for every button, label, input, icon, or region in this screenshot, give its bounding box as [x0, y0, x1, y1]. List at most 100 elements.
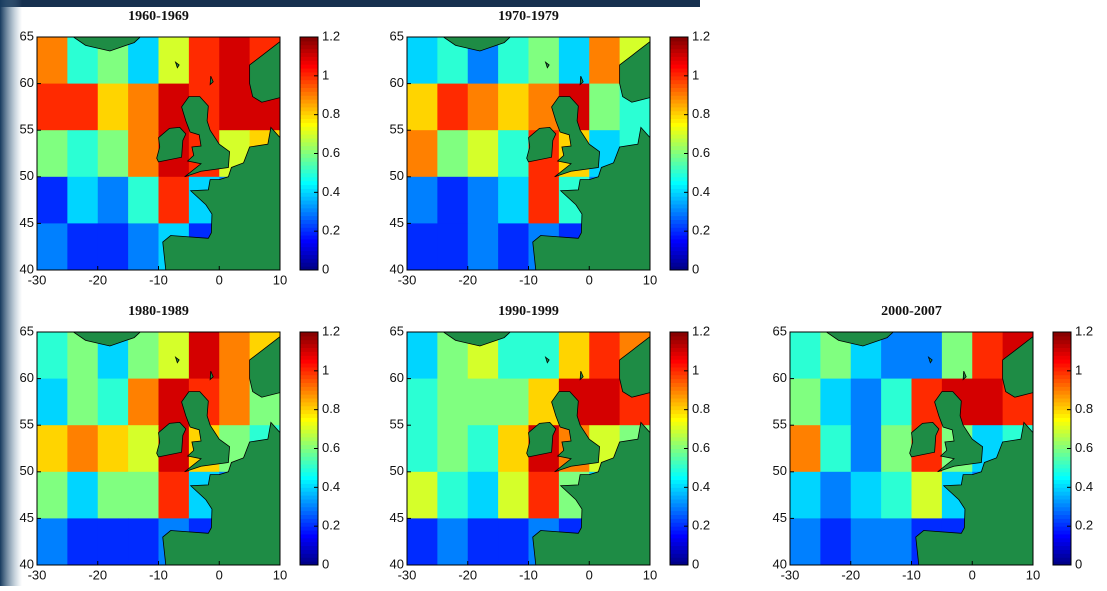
colorbar-step: [1053, 429, 1071, 434]
y-tick-label: 55: [390, 417, 404, 432]
colorbar-step: [300, 44, 318, 50]
colorbar-tick-label: 0.4: [692, 184, 710, 199]
colorbar-step: [1053, 557, 1071, 562]
y-tick-label: 50: [20, 463, 34, 478]
heat-cell: [467, 176, 499, 224]
heat-cell: [528, 332, 560, 380]
y-tick-label: 60: [390, 75, 404, 90]
colorbar-step: [670, 110, 688, 116]
colorbar-tick-label: 1.2: [1075, 323, 1093, 338]
colorbar-step: [670, 448, 688, 453]
heat-cell: [37, 332, 68, 380]
colorbar-step: [300, 137, 318, 143]
colorbar-step: [1053, 526, 1071, 531]
colorbar-step: [670, 332, 688, 337]
heat-cell: [437, 176, 469, 224]
colorbar-step: [670, 390, 688, 395]
heat-cell: [881, 378, 912, 426]
colorbar-step: [1053, 452, 1071, 457]
x-tick-label: 0: [969, 567, 976, 582]
colorbar-step: [300, 436, 318, 442]
land: [825, 332, 894, 347]
colorbar-step: [300, 106, 318, 112]
heat-cell: [219, 378, 251, 426]
colorbar-tick-label: 0.2: [692, 518, 710, 533]
colorbar-step: [670, 122, 688, 127]
colorbar-step: [670, 56, 688, 61]
colorbar-step: [300, 91, 318, 96]
colorbar-step: [670, 553, 688, 558]
colorbar-step: [300, 502, 318, 508]
map-title: 1980-1989: [128, 304, 189, 319]
x-tick-label: 0: [216, 567, 223, 582]
colorbar-step: [300, 522, 318, 527]
map-title: 2000-2007: [881, 304, 942, 319]
y-tick-label: 45: [390, 215, 404, 230]
colorbar-step: [1053, 456, 1071, 461]
colorbar-step: [670, 130, 688, 135]
slide-edge: [0, 0, 22, 586]
colorbar-step: [1053, 405, 1071, 411]
colorbar-step: [670, 429, 688, 434]
land: [249, 336, 280, 398]
colorbar-step: [670, 211, 688, 217]
colorbar-step: [670, 479, 688, 484]
y-tick-label: 50: [20, 168, 34, 183]
map-body: [37, 37, 280, 270]
heat-cell: [972, 378, 1004, 426]
colorbar-step: [1053, 514, 1071, 519]
colorbar-step: [300, 110, 318, 116]
heat-cell: [407, 83, 438, 131]
colorbar-step: [300, 227, 318, 232]
heat-cell: [850, 378, 882, 426]
land: [72, 37, 141, 52]
land: [579, 75, 584, 86]
heat-cell: [407, 425, 438, 473]
colorbar-step: [300, 382, 318, 387]
colorbar-step: [670, 106, 688, 112]
colorbar-step: [670, 378, 688, 383]
colorbar-step: [300, 347, 318, 352]
colorbar-step: [1053, 533, 1071, 539]
colorbar-tick-label: 0.8: [692, 401, 710, 416]
colorbar-step: [1053, 398, 1071, 403]
colorbar-step: [1053, 417, 1071, 422]
heat-cell: [467, 223, 499, 270]
heat-cell: [67, 176, 99, 224]
heat-cell: [97, 130, 129, 178]
colorbar-step: [670, 134, 688, 139]
colorbar-step: [1053, 522, 1071, 527]
heat-cell: [67, 83, 99, 131]
x-tick-label: -20: [458, 272, 477, 287]
colorbar-step: [300, 176, 318, 182]
heat-cell: [820, 425, 852, 473]
land: [72, 332, 141, 347]
colorbar-step: [670, 483, 688, 488]
colorbar-step: [670, 537, 688, 543]
colorbar-step: [670, 149, 688, 154]
colorbar-tick-label: 1.2: [322, 323, 340, 338]
colorbar-step: [670, 266, 688, 271]
colorbar-step: [300, 99, 318, 104]
heat-cell: [498, 37, 529, 85]
colorbar-step: [670, 417, 688, 422]
colorbar-step: [1053, 518, 1071, 523]
colorbar-step: [300, 421, 318, 426]
colorbar-step: [300, 235, 318, 240]
colorbar-step: [300, 242, 318, 248]
colorbar-step: [1053, 464, 1071, 469]
heat-cell: [128, 518, 159, 565]
colorbar-step: [300, 409, 318, 415]
x-tick-label: -30: [28, 272, 47, 287]
heat-cell: [37, 471, 68, 519]
colorbar-step: [300, 71, 318, 77]
colorbar-step: [670, 533, 688, 539]
heat-cell: [158, 471, 190, 519]
colorbar-step: [1053, 537, 1071, 543]
colorbar-step: [300, 557, 318, 562]
heat-cell: [528, 176, 560, 224]
colorbar-step: [1053, 506, 1071, 512]
colorbar-step: [300, 444, 318, 449]
x-tick-label: -20: [458, 567, 477, 582]
colorbar-step: [1053, 351, 1071, 356]
